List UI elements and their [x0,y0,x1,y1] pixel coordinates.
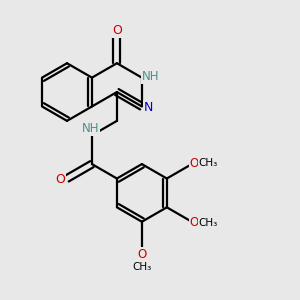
Text: O: O [190,216,199,229]
Text: CH₃: CH₃ [198,158,218,168]
Text: O: O [112,24,122,37]
Text: O: O [137,248,146,261]
Text: NH: NH [142,70,159,83]
Text: O: O [55,173,65,186]
Text: CH₃: CH₃ [198,218,218,228]
Text: NH: NH [82,122,99,135]
Text: CH₃: CH₃ [132,262,152,272]
Text: O: O [190,157,199,170]
Text: N: N [144,100,153,114]
